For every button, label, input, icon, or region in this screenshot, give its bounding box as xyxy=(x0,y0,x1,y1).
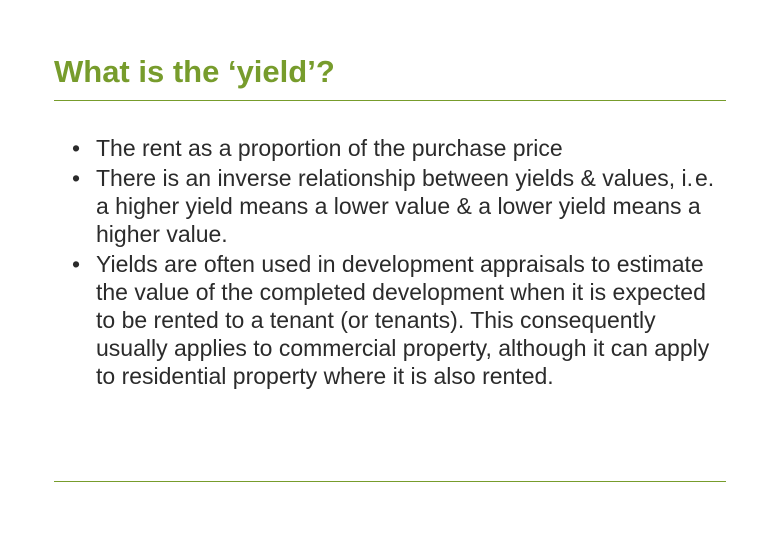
footer-rule xyxy=(54,481,726,482)
slide-title: What is the ‘yield’? xyxy=(54,54,335,90)
bullet-list: The rent as a proportion of the purchase… xyxy=(68,134,724,390)
slide: What is the ‘yield’? The rent as a propo… xyxy=(0,0,780,540)
list-item: The rent as a proportion of the purchase… xyxy=(68,134,724,162)
list-item: Yields are often used in development app… xyxy=(68,250,724,390)
slide-body: The rent as a proportion of the purchase… xyxy=(68,134,724,392)
list-item: There is an inverse relationship between… xyxy=(68,164,724,248)
title-underline xyxy=(54,100,726,101)
